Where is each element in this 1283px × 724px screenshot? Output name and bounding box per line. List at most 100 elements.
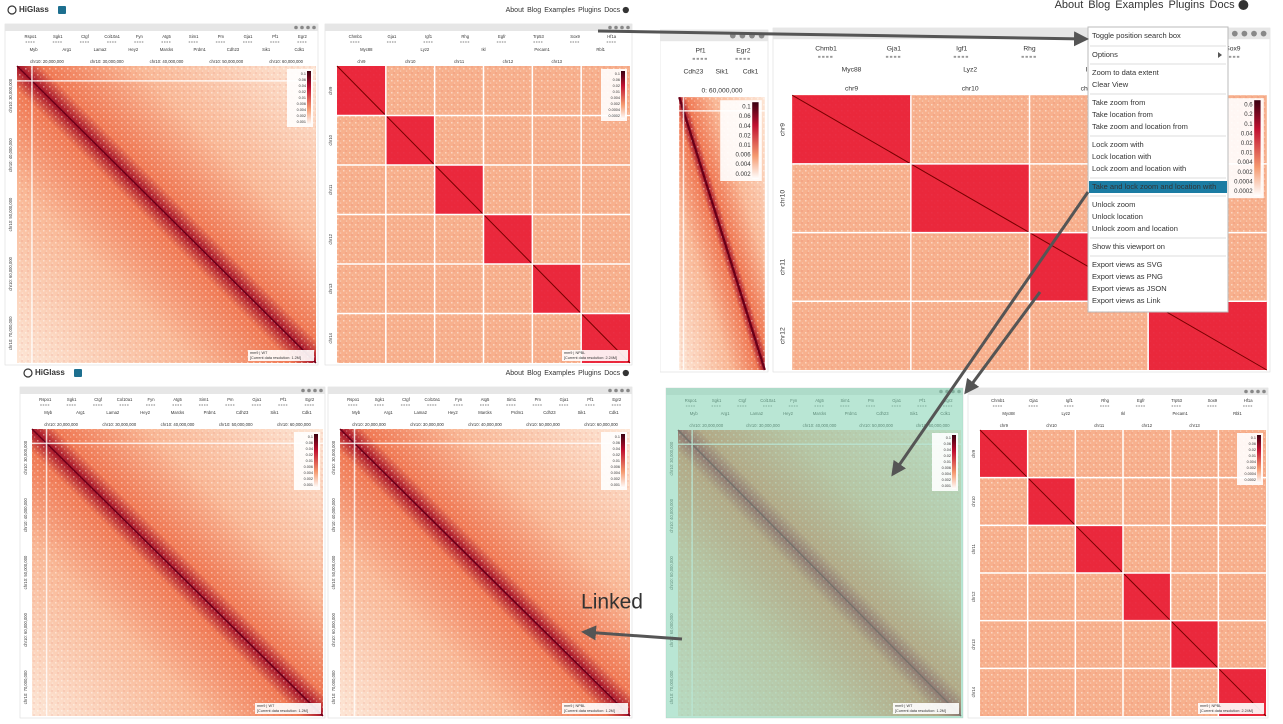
header-icon[interactable] bbox=[1250, 389, 1254, 394]
menu-item[interactable]: Unlock zoom bbox=[1092, 200, 1135, 209]
view: Rspo1 Sgk1 Ctgf Col10a1 Fyn Atg5 Sim1 Pm Gja1 Pf1… bbox=[19, 386, 326, 719]
menu-item[interactable]: Show this viewport on bbox=[1092, 242, 1165, 251]
menu-item[interactable]: Lock zoom with bbox=[1092, 140, 1144, 149]
colorbar bbox=[752, 102, 759, 179]
nav-link[interactable]: About bbox=[1055, 0, 1084, 11]
legend-label: 0.02 bbox=[1241, 141, 1253, 147]
header-icon[interactable] bbox=[319, 388, 323, 393]
menu-item[interactable]: Export views as SVG bbox=[1092, 260, 1163, 269]
menu-item[interactable]: Unlock zoom and location bbox=[1092, 224, 1178, 233]
header-icon[interactable] bbox=[620, 388, 624, 393]
footer-label: mm9 | WT bbox=[257, 704, 275, 708]
y-axis-label: chr10 bbox=[971, 496, 976, 507]
view-header bbox=[325, 24, 632, 31]
header-icon[interactable] bbox=[608, 25, 612, 30]
header-icon[interactable] bbox=[1256, 389, 1260, 394]
header-icon[interactable] bbox=[1231, 30, 1238, 37]
header-icon[interactable] bbox=[608, 388, 612, 393]
menu-item[interactable]: Export views as Link bbox=[1092, 296, 1161, 305]
header-icon[interactable] bbox=[620, 25, 624, 30]
gene-label: Cdk1 bbox=[743, 68, 759, 75]
nav-link[interactable]: Docs bbox=[1210, 0, 1236, 11]
nav-link[interactable]: Examples bbox=[544, 370, 575, 377]
gene-label: Cdk1 bbox=[609, 410, 619, 415]
nav-link[interactable]: Blog bbox=[527, 370, 541, 377]
colorbar bbox=[307, 71, 311, 125]
footer-box bbox=[562, 350, 628, 361]
nav-link[interactable]: Docs bbox=[604, 370, 620, 377]
header-icon[interactable] bbox=[1262, 389, 1266, 394]
header-icon[interactable] bbox=[313, 388, 317, 393]
x-axis-label: chr10: 40,000,000 bbox=[161, 422, 195, 427]
nav-link[interactable]: About bbox=[506, 370, 524, 377]
y-axis-label: chr12 bbox=[971, 591, 976, 602]
gene-label: Ikl bbox=[1121, 411, 1125, 416]
header-icon[interactable] bbox=[626, 25, 630, 30]
gene-label: Cdh23 bbox=[227, 47, 240, 52]
x-axis-label: chr9 bbox=[845, 86, 858, 93]
nav-link[interactable]: Examples bbox=[1115, 0, 1164, 11]
header-icon[interactable] bbox=[1241, 30, 1248, 37]
menu-item[interactable]: Take location from bbox=[1092, 110, 1153, 119]
header-icon[interactable] bbox=[1251, 30, 1257, 37]
menu-item[interactable]: Options bbox=[1092, 50, 1118, 59]
legend-label: 0.06 bbox=[739, 114, 751, 120]
gene-label: Sim1 bbox=[507, 397, 517, 402]
nav-link[interactable]: Blog bbox=[527, 7, 541, 14]
gene-label: Gja1 bbox=[1029, 398, 1039, 403]
header-icon[interactable] bbox=[312, 25, 316, 30]
menu-item[interactable]: Zoom to data extent bbox=[1092, 68, 1160, 77]
menu-item[interactable]: Export views as JSON bbox=[1092, 284, 1167, 293]
legend-label: 0.6 bbox=[1244, 103, 1253, 109]
legend-label: 0.001 bbox=[297, 120, 306, 124]
logo bbox=[23, 368, 33, 378]
header-icon[interactable] bbox=[614, 25, 618, 30]
x-axis-label: chr10: 50,000,000 bbox=[209, 59, 243, 64]
chrom-diagonal bbox=[531, 263, 582, 314]
gene-label: Ctgf bbox=[402, 397, 411, 402]
nav-link[interactable]: Plugins bbox=[578, 7, 601, 14]
menu-item[interactable]: Take zoom from bbox=[1092, 98, 1145, 107]
header-icon[interactable] bbox=[300, 25, 304, 30]
y-axis-label: chr10 bbox=[779, 190, 786, 207]
gene-label: Col10a1 bbox=[117, 397, 133, 402]
menu-item[interactable]: Unlock location bbox=[1092, 212, 1143, 221]
x-axis-label: chr9 bbox=[357, 59, 366, 64]
menu-item[interactable]: Toggle position search box bbox=[1092, 31, 1181, 40]
gene-label: Chmb1 bbox=[349, 34, 363, 39]
gene-label: Cdh23 bbox=[543, 410, 556, 415]
gene-label: Hf1a bbox=[1244, 398, 1254, 403]
nav-link[interactable]: Plugins bbox=[578, 370, 601, 377]
x-axis-label: chr13 bbox=[1189, 423, 1200, 428]
colorbar bbox=[1257, 435, 1261, 483]
header-icon[interactable] bbox=[306, 25, 310, 30]
x-axis-label: chr10 bbox=[405, 59, 416, 64]
menu-item[interactable]: Clear View bbox=[1092, 80, 1129, 89]
header-icon[interactable] bbox=[614, 388, 618, 393]
x-axis-label: chr12 bbox=[1142, 423, 1153, 428]
header-icon[interactable] bbox=[1260, 30, 1267, 37]
footer-label: [Current data resolution: 2.24M] bbox=[1200, 709, 1253, 713]
nav-link[interactable]: Docs bbox=[604, 7, 620, 14]
nav-link[interactable]: Blog bbox=[1088, 0, 1110, 11]
header-icon[interactable] bbox=[294, 25, 298, 30]
menu-item[interactable]: Export views as PNG bbox=[1092, 272, 1163, 281]
header-icon[interactable] bbox=[1244, 389, 1248, 394]
menu-item[interactable]: Lock zoom and location with bbox=[1092, 164, 1186, 173]
header-icon[interactable] bbox=[301, 388, 305, 393]
y-axis-label: chr9 bbox=[971, 449, 976, 458]
legend-label: 0.06 bbox=[613, 78, 620, 82]
header-icon[interactable] bbox=[307, 388, 311, 393]
nav-link[interactable]: About bbox=[506, 7, 524, 14]
nav-link[interactable]: Examples bbox=[544, 7, 575, 14]
header-icon[interactable] bbox=[626, 388, 630, 393]
chrom-diagonal bbox=[1027, 477, 1076, 526]
gene-label: Atg5 bbox=[162, 34, 171, 39]
x-axis-label: chr10: 30,000,000 bbox=[410, 422, 444, 427]
legend-label: 0.1 bbox=[308, 435, 313, 439]
menu-item[interactable]: Lock location with bbox=[1092, 152, 1151, 161]
menu-item[interactable]: Take zoom and location from bbox=[1092, 122, 1188, 131]
gene-label: Gja1 bbox=[252, 397, 262, 402]
nav-link[interactable]: Plugins bbox=[1169, 0, 1206, 11]
menu-item[interactable]: Take and lock zoom and location with bbox=[1092, 182, 1216, 191]
